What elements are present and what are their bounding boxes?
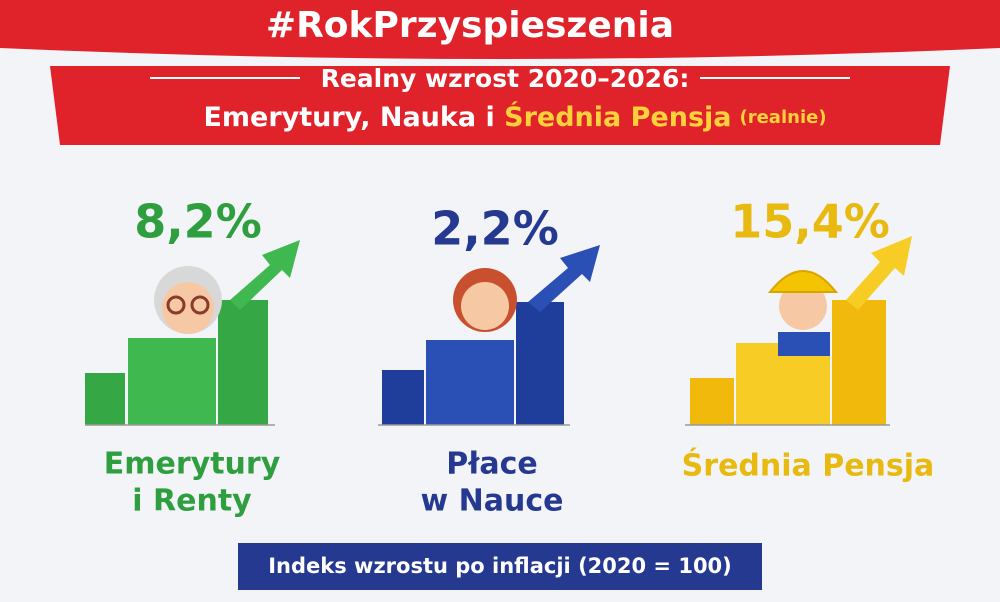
label: Emerytury [104, 447, 281, 482]
footer-box [238, 543, 762, 590]
title-highlight: Średnia Pensja [504, 101, 731, 133]
face [779, 282, 827, 330]
label: Płace [446, 447, 538, 482]
decor-bar [382, 370, 424, 425]
value: 2,2% [431, 202, 559, 256]
decor-bar [516, 302, 564, 425]
decor-bar [736, 343, 830, 425]
arrow [528, 245, 600, 312]
hashtag: #RokPrzyspieszenia [266, 5, 674, 46]
panel-science: 2,2% Płace w Nauce [378, 202, 600, 519]
helmet [767, 270, 839, 293]
panel-pensions: 8,2% Emerytury i Renty [85, 195, 300, 519]
overalls [778, 332, 830, 356]
footer-note: Indeks wzrostu po inflacji (2020 = 100) [268, 554, 732, 578]
decor-bar [218, 300, 268, 425]
decor-bar [426, 340, 514, 425]
face [162, 282, 214, 334]
arrow [230, 240, 300, 310]
title-line-1: Realny wzrost 2020–2026: [321, 64, 690, 93]
decor-bar [128, 338, 216, 425]
arrow [846, 236, 912, 310]
hashtag-banner [0, 0, 1000, 59]
value: 15,4% [730, 195, 890, 249]
face [461, 282, 509, 330]
decor-bar [85, 373, 125, 425]
label: w Nauce [421, 484, 564, 519]
panel-salary: 15,4% Średnia Pensja [682, 195, 935, 484]
value: 8,2% [134, 195, 262, 249]
decor-bar [832, 300, 886, 425]
glasses [190, 295, 210, 315]
decor-bar [690, 378, 734, 425]
title-banner [50, 66, 950, 145]
title-part: Emerytury, Nauka i [203, 102, 504, 133]
label: Średnia Pensja [682, 447, 935, 484]
glasses [166, 295, 186, 315]
title-line-2: Emerytury, Nauka i Średnia Pensja (realni… [203, 101, 826, 133]
label: i Renty [132, 484, 252, 519]
title-note: (realnie) [740, 107, 827, 128]
